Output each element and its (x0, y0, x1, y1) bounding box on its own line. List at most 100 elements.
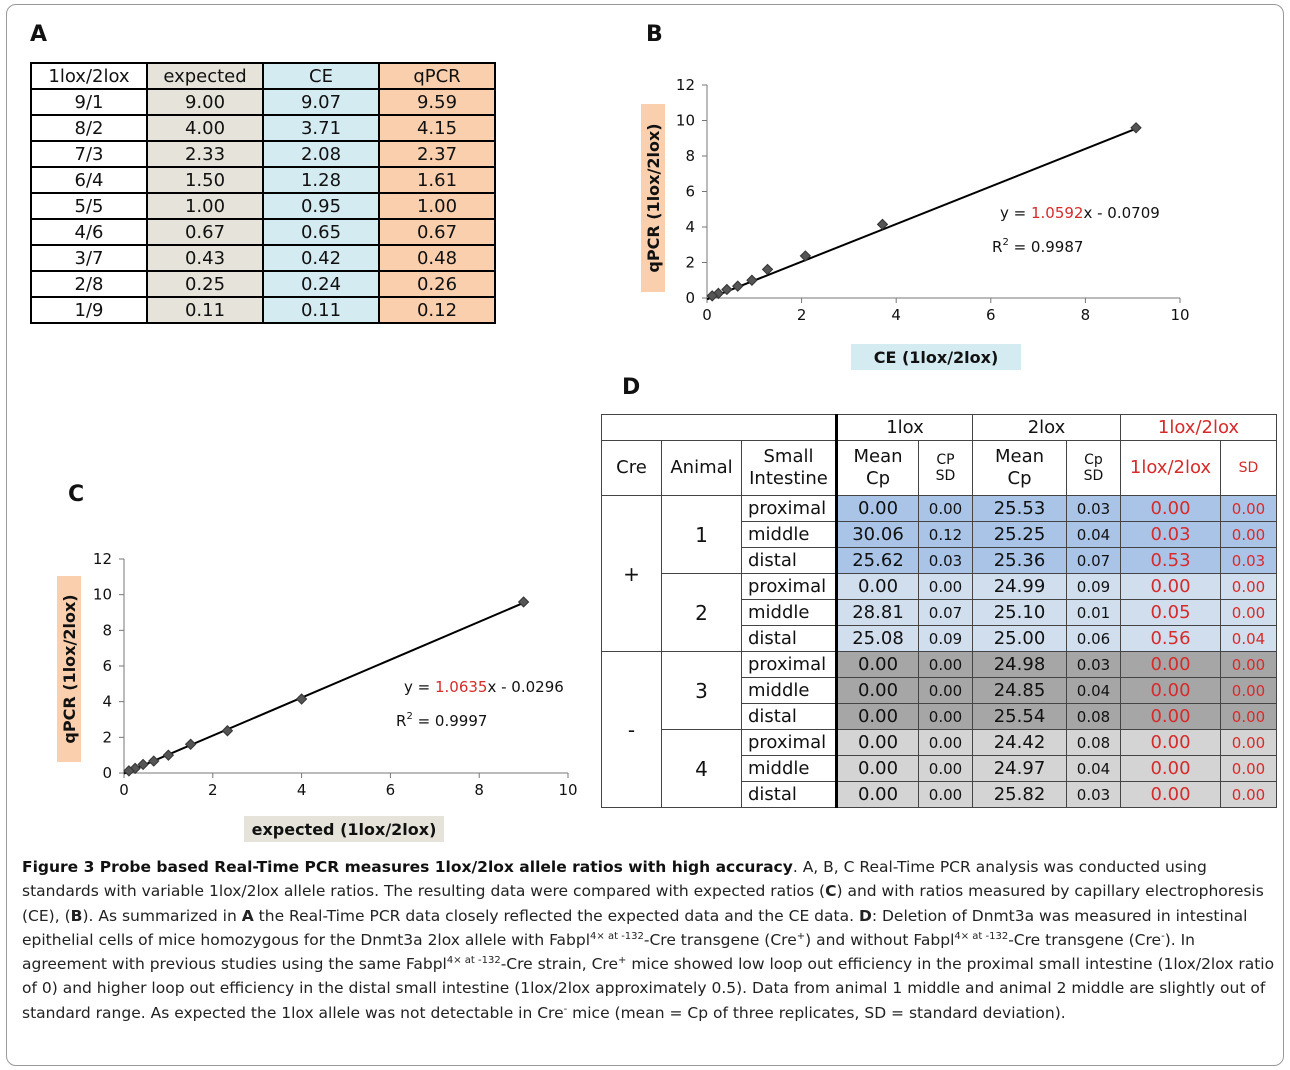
data-point (162, 749, 175, 761)
x-tick-label: 10 (558, 781, 577, 799)
y-tick-label: 8 (685, 147, 695, 165)
cell-ratio-sd: 0.00 (1220, 573, 1277, 600)
y-tick-label: 2 (685, 254, 695, 272)
column-header-row: Cre Animal Small Intestine Mean Cp CP SD… (601, 440, 1277, 496)
cell-sd-1lox: 0.09 (918, 625, 973, 652)
y-axis-label: qPCR (1lox/2lox) (644, 123, 663, 272)
caption-s8: -Cre transgene (Cre (1008, 930, 1162, 949)
cell-ratio: 1/9 (30, 296, 148, 324)
figure-frame (6, 4, 1284, 1066)
deletion-table-row: middle 30.06 0.12 25.25 0.04 0.03 0.00 (602, 521, 1277, 548)
cell-sd-1lox: 0.00 (918, 651, 973, 678)
cell-sd-2lox: 0.08 (1066, 729, 1121, 756)
deletion-table-row: distal 0.00 0.00 25.82 0.03 0.00 0.00 (602, 781, 1277, 808)
r-squared: R2 = 0.9987 (992, 237, 1083, 256)
data-point (732, 280, 744, 292)
cell-sd-2lox: 0.06 (1066, 625, 1121, 652)
header-1lox-2lox: 1lox/2lox (30, 62, 148, 90)
cell-ratio-sd: 0.00 (1220, 729, 1277, 756)
cell-mean-2lox: 24.85 (972, 677, 1067, 704)
cell-mean-2lox: 25.36 (972, 547, 1067, 574)
data-point (721, 283, 733, 296)
ratio-table-row: 3/7 0.43 0.42 0.48 (30, 244, 496, 272)
ratio-table-row: 5/5 1.00 0.95 1.00 (30, 192, 496, 220)
cell-sd-1lox: 0.00 (918, 573, 973, 600)
cell-ratio: 0.03 (1120, 521, 1221, 548)
caption-sup-fabpl-2: 4× at -132 (954, 930, 1009, 942)
cell-expected: 1.50 (146, 166, 264, 194)
x-tick-label: 6 (386, 781, 396, 799)
cell-mean-1lox: 0.00 (835, 651, 919, 678)
y-tick-label: 8 (102, 621, 112, 639)
caption-sup-plus-2: + (618, 955, 627, 967)
header-mean-2: Mean (994, 446, 1045, 467)
cell-ratio: 0.00 (1120, 495, 1221, 522)
x-axis-label: CE (1lox/2lox) (874, 348, 999, 367)
cell-animal: 4 (661, 729, 742, 808)
y-tick-label: 10 (93, 586, 112, 604)
cell-ratio-sd: 0.04 (1220, 625, 1277, 652)
cell-ratio: 0.53 (1120, 547, 1221, 574)
cell-ratio: 0.00 (1120, 755, 1221, 782)
header-cp-sd-2-b: SD (1083, 468, 1104, 484)
cell-ratio: 2/8 (30, 270, 148, 298)
caption-title: Figure 3 Probe based Real-Time PCR measu… (22, 858, 793, 876)
cell-ce: 0.42 (262, 244, 380, 272)
y-label-bg (57, 576, 81, 762)
caption-s10: -Cre strain, Cre (500, 955, 618, 974)
deletion-table-row: +1 proximal 0.00 0.00 25.53 0.03 0.00 0.00 (601, 495, 1277, 652)
cell-segment: distal (741, 547, 837, 574)
cell-ce: 0.95 (262, 192, 380, 220)
cell-sd-2lox: 0.01 (1066, 599, 1121, 626)
cell-ratio: 0.00 (1120, 677, 1221, 704)
cell-qpcr: 0.67 (378, 218, 496, 246)
cell-ratio-sd: 0.00 (1220, 521, 1277, 548)
y-tick-label: 10 (676, 112, 695, 130)
panel-label-c: C (68, 482, 85, 507)
cell-mean-1lox: 25.08 (835, 625, 919, 652)
cell-ratio-sd: 0.00 (1220, 703, 1277, 730)
cell-sd-2lox: 0.09 (1066, 573, 1121, 600)
caption-s12: mice (mean = Cp of three replicates, SD … (567, 1003, 1066, 1022)
panel-label-d: D (622, 375, 641, 400)
cell-mean-2lox: 24.42 (972, 729, 1067, 756)
x-tick-label: 0 (702, 306, 712, 324)
cell-animal: 1 (661, 495, 742, 574)
trendline-equation: y = 1.0635x - 0.0296 (404, 678, 564, 696)
cell-expected: 0.11 (146, 296, 264, 324)
header-mean-1: Mean (853, 446, 903, 467)
cell-ratio: 0.56 (1120, 625, 1221, 652)
cell-sd-1lox: 0.12 (918, 521, 973, 548)
cell-mean-2lox: 25.10 (972, 599, 1067, 626)
cell-ratio-sd: 0.00 (1220, 781, 1277, 808)
cell-mean-2lox: 24.98 (972, 651, 1067, 678)
ratio-table-row: 7/3 2.33 2.08 2.37 (30, 140, 496, 168)
cell-ratio-sd: 0.03 (1220, 547, 1277, 574)
cell-segment: distal (741, 703, 837, 730)
cell-ratio-sd: 0.00 (1220, 755, 1277, 782)
cell-expected: 9.00 (146, 88, 264, 116)
group-header-blank (601, 414, 837, 441)
header-ratio-sd: SD (1220, 440, 1277, 496)
cell-ratio: 0.00 (1120, 781, 1221, 808)
y-label-bg (641, 104, 665, 292)
data-point (221, 725, 234, 737)
cell-mean-1lox: 25.62 (835, 547, 919, 574)
cell-ce: 0.65 (262, 218, 380, 246)
cell-sd-1lox: 0.00 (918, 677, 973, 704)
cell-segment: proximal (741, 729, 837, 756)
panel-label-b: B (646, 22, 663, 47)
cell-segment: proximal (741, 495, 837, 522)
x-tick-label: 4 (297, 781, 307, 799)
cell-cre-group: + (601, 495, 662, 652)
header-intestine: Intestine (749, 468, 828, 489)
data-point (761, 263, 774, 276)
cell-expected: 0.43 (146, 244, 264, 272)
r-squared-value: = 0.9987 (1009, 238, 1084, 256)
header-cp-2: Cp (1007, 468, 1032, 489)
header-cp-sd-2lox: Cp SD (1066, 440, 1121, 496)
cell-ce: 2.08 (262, 140, 380, 168)
caption-ref-d: D (858, 906, 872, 925)
trendline (706, 127, 1137, 301)
deletion-table: 1lox 2lox 1lox/2lox Cre Animal Small Int… (601, 414, 1277, 808)
